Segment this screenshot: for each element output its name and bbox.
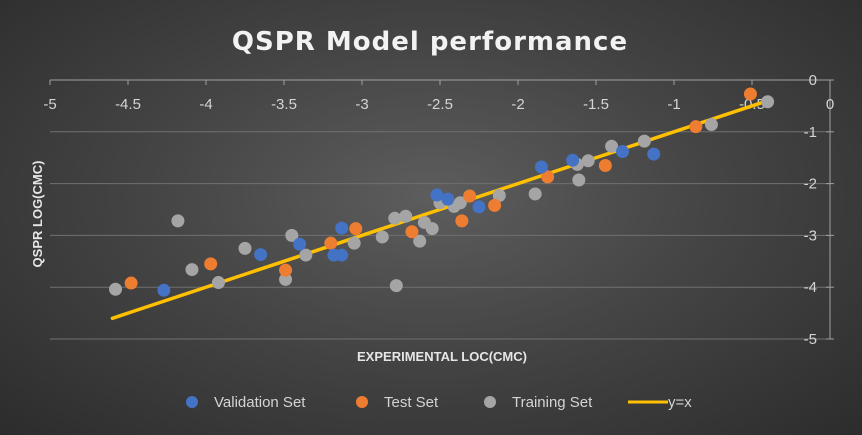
- test-set-point: [689, 120, 703, 134]
- validation-set-point: [472, 200, 486, 214]
- x-tick-label: -2: [511, 96, 524, 113]
- test-set-point: [324, 236, 338, 250]
- y-tick-label: -4: [804, 279, 817, 296]
- training-set-point: [171, 214, 185, 228]
- test-set-point: [405, 225, 419, 239]
- training-set-point: [637, 134, 651, 148]
- test-set-point: [541, 170, 555, 184]
- validation-set-point: [430, 188, 444, 202]
- legend-label-test-set: Test Set: [384, 394, 439, 411]
- validation-set-point: [335, 221, 349, 235]
- legend-label-validation-set: Validation Set: [214, 394, 306, 411]
- training-set-point: [109, 282, 123, 296]
- y-tick-label: -3: [804, 227, 817, 244]
- test-set-point: [743, 87, 757, 101]
- training-set-point: [185, 263, 199, 277]
- x-tick-label: -4.5: [115, 96, 141, 113]
- test-set-point: [204, 257, 218, 271]
- legend-marker-validation-set: [186, 396, 198, 408]
- training-set-point: [299, 248, 313, 262]
- test-set-point: [124, 276, 138, 290]
- x-tick-label: -4: [199, 96, 212, 113]
- training-set-point: [453, 196, 467, 210]
- training-set-point: [211, 276, 225, 290]
- y-axis-label: QSPR LOG(CMC): [30, 161, 45, 268]
- test-set-point: [463, 189, 477, 203]
- chart-title: QSPR Model performance: [232, 27, 628, 57]
- legend-marker-test-set: [356, 396, 368, 408]
- x-tick-label: -1: [667, 96, 680, 113]
- training-set-point: [279, 272, 293, 286]
- validation-set-point: [157, 283, 171, 297]
- x-tick-label: -3.5: [271, 96, 297, 113]
- training-set-point: [528, 187, 542, 201]
- x-axis-label: EXPERIMENTAL LOC(CMC): [357, 349, 527, 364]
- legend-label-training-set: Training Set: [512, 394, 593, 411]
- validation-set-point: [254, 248, 268, 262]
- training-set-point: [285, 228, 299, 242]
- validation-set-point: [441, 192, 455, 206]
- training-set-point: [413, 234, 427, 248]
- legend: Validation Set Test Set Training Set y=x: [186, 394, 692, 411]
- validation-set-point: [293, 237, 307, 251]
- x-tick-label: -3: [355, 96, 368, 113]
- training-set-point: [425, 222, 439, 236]
- y-tick-label: -2: [804, 176, 817, 193]
- validation-set-point: [566, 153, 580, 167]
- training-set-point: [375, 230, 389, 244]
- training-set-point: [399, 209, 413, 223]
- y-tick-label: -5: [804, 331, 817, 348]
- test-set-point: [455, 214, 469, 228]
- test-set-point: [349, 222, 363, 236]
- x-tick-label: -5: [43, 96, 56, 113]
- legend-marker-training-set: [484, 396, 496, 408]
- validation-set-point: [534, 160, 548, 174]
- x-tick-label: 0: [826, 96, 834, 113]
- test-set-point: [598, 158, 612, 172]
- training-set-point: [492, 189, 506, 203]
- y-tick-label: 0: [809, 72, 817, 89]
- tick-labels: -5-4.5-4-3.5-3-2.5-2-1.5-1-0.500-1-2-3-4…: [43, 72, 834, 348]
- training-set-point: [605, 139, 619, 153]
- training-set-point: [347, 236, 361, 250]
- training-set-point: [572, 173, 586, 187]
- data-points: [109, 87, 775, 297]
- test-set-point: [488, 198, 502, 212]
- reference-line-group: [110, 98, 770, 321]
- training-set-point: [388, 211, 402, 225]
- training-set-point: [704, 118, 718, 132]
- validation-set-point: [647, 147, 661, 161]
- validation-set-point: [335, 248, 349, 262]
- axes: [49, 79, 834, 340]
- training-set-point: [761, 95, 775, 109]
- validation-set-point: [616, 144, 630, 158]
- y-tick-label: -1: [804, 124, 817, 141]
- gridlines: [50, 131, 830, 340]
- test-set-point: [279, 263, 293, 277]
- training-set-point: [389, 279, 403, 293]
- reference-line-y-equals-x: [110, 98, 770, 321]
- x-tick-label: -2.5: [427, 96, 453, 113]
- legend-label-reference-line: y=x: [668, 394, 692, 411]
- training-set-point: [581, 154, 595, 168]
- x-tick-label: -1.5: [583, 96, 609, 113]
- training-set-point: [238, 241, 252, 255]
